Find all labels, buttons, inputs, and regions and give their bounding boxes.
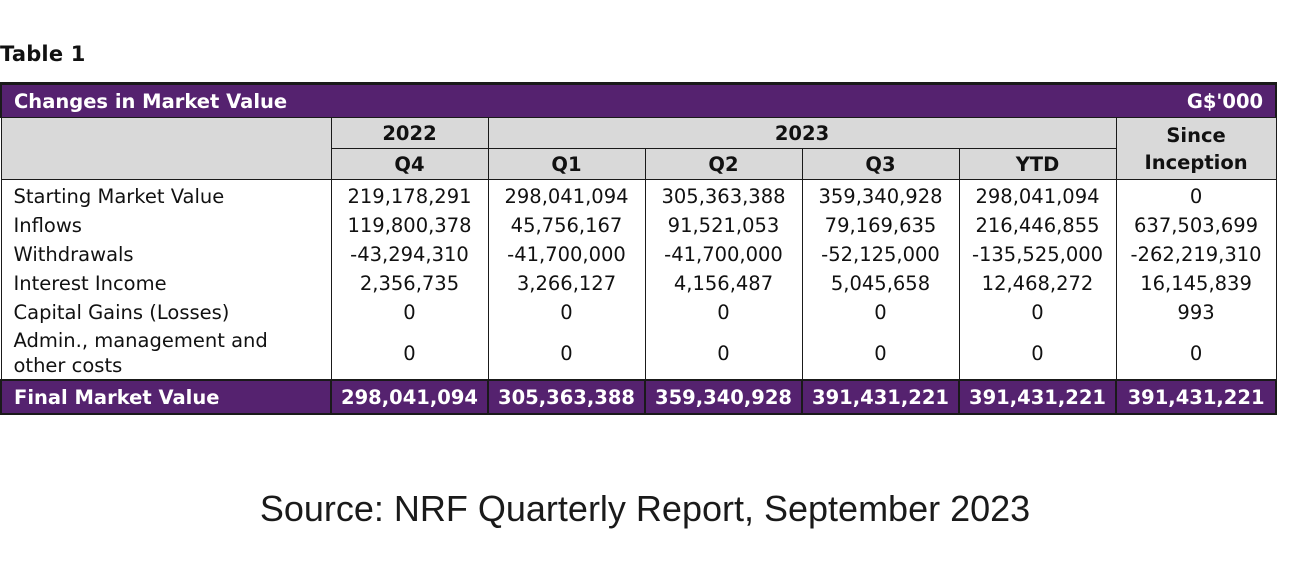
table-cell: 0 (801, 298, 960, 327)
table-cell: 0 (487, 327, 646, 380)
table-cell: 359,340,928 (801, 179, 960, 211)
table-cell: 637,503,699 (1115, 211, 1277, 240)
row-label: Interest Income (0, 269, 332, 298)
table-cell: 298,041,094 (958, 179, 1117, 211)
header-since-line-1: Since (1166, 123, 1226, 147)
table-cell: 0 (958, 298, 1117, 327)
row-label-line-2: other costs (13, 354, 123, 377)
header-period-q3: Q3 (801, 148, 960, 180)
table-cell: 91,521,053 (644, 211, 803, 240)
table-cell: 0 (644, 327, 803, 380)
header-row-periods: Q4 Q1 Q2 Q3 YTD (1, 148, 1276, 180)
header-since-inception: Since Inception (1115, 117, 1277, 180)
table-cell: 45,756,167 (487, 211, 646, 240)
header-year-2023: 2023 (487, 117, 1117, 149)
row-label: Admin., management and other costs (0, 327, 332, 380)
header-row-years: 2022 2023 Since Inception (0, 117, 1277, 180)
table-cell: 298,041,094 (487, 179, 646, 211)
row-label: Starting Market Value (0, 179, 332, 211)
table-cell: -43,294,310 (330, 240, 489, 269)
header-period-ytd: YTD (958, 148, 1117, 180)
table-row-admin-costs: Admin., management and other costs 0 0 0… (0, 327, 1277, 380)
table-cell: 0 (330, 298, 489, 327)
table-cell: 0 (644, 298, 803, 327)
final-cell: 359,340,928 (644, 379, 803, 415)
final-cell: 305,363,388 (487, 379, 646, 415)
table-row-starting-market-value: Starting Market Value 219,178,291 298,04… (0, 179, 1277, 211)
row-label: Withdrawals (0, 240, 332, 269)
table-cell: 119,800,378 (330, 211, 489, 240)
header-period-q1: Q1 (487, 148, 646, 180)
table-cell: -52,125,000 (801, 240, 960, 269)
final-cell: 298,041,094 (330, 379, 489, 415)
header-year-2022: 2022 (330, 117, 489, 149)
final-cell: 391,431,221 (801, 379, 960, 415)
table-cell: 305,363,388 (644, 179, 803, 211)
table-cell: 993 (1115, 298, 1277, 327)
row-label: Inflows (0, 211, 332, 240)
table-cell: 0 (801, 327, 960, 380)
header-period-q4: Q4 (330, 148, 489, 180)
table-cell: -262,219,310 (1115, 240, 1277, 269)
table-cell: 16,145,839 (1115, 269, 1277, 298)
final-cell: 391,431,221 (958, 379, 1117, 415)
table-cell: -41,700,000 (487, 240, 646, 269)
table-cell: 216,446,855 (958, 211, 1117, 240)
table-cell: 79,169,635 (801, 211, 960, 240)
table-cell: 0 (330, 327, 489, 380)
market-value-table-container: Changes in Market Value G$'000 2022 2023… (0, 82, 1278, 415)
row-label-line-1: Admin., management and (13, 329, 268, 352)
header-period-q2: Q2 (644, 148, 803, 180)
table-cell: 0 (958, 327, 1117, 380)
final-row-label: Final Market Value (0, 379, 332, 415)
source-note: Source: NRF Quarterly Report, September … (259, 488, 1031, 529)
table-cell: 3,266,127 (487, 269, 646, 298)
table-unit: G$'000 (1186, 89, 1264, 113)
table-cell: 219,178,291 (330, 179, 489, 211)
table-cell: 12,468,272 (958, 269, 1117, 298)
table-row-inflows: Inflows 119,800,378 45,756,167 91,521,05… (0, 211, 1277, 240)
table-cell: 5,045,658 (801, 269, 960, 298)
table-cell: -135,525,000 (958, 240, 1117, 269)
table-cell: 0 (1115, 327, 1277, 380)
table-cell: 0 (487, 298, 646, 327)
table-caption: Table 1 (0, 42, 86, 66)
header-since-line-2: Inception (1144, 150, 1248, 174)
table-row-withdrawals: Withdrawals -43,294,310 -41,700,000 -41,… (0, 240, 1277, 269)
header-blank-cell (0, 117, 332, 180)
table-cell: -41,700,000 (644, 240, 803, 269)
table-title-row: Changes in Market Value G$'000 (0, 82, 1278, 118)
table-cell: 0 (1115, 179, 1277, 211)
table-row-interest-income: Interest Income 2,356,735 3,266,127 4,15… (0, 269, 1277, 298)
market-value-table: Changes in Market Value G$'000 2022 2023… (0, 82, 1278, 415)
table-row-capital-gains: Capital Gains (Losses) 0 0 0 0 0 993 (0, 298, 1277, 327)
table-cell: 2,356,735 (330, 269, 489, 298)
row-label: Capital Gains (Losses) (0, 298, 332, 327)
table-row-final-market-value: Final Market Value 298,041,094 305,363,3… (0, 379, 1278, 415)
table-title: Changes in Market Value (14, 89, 288, 113)
final-cell: 391,431,221 (1114, 379, 1278, 415)
table-cell: 4,156,487 (644, 269, 803, 298)
